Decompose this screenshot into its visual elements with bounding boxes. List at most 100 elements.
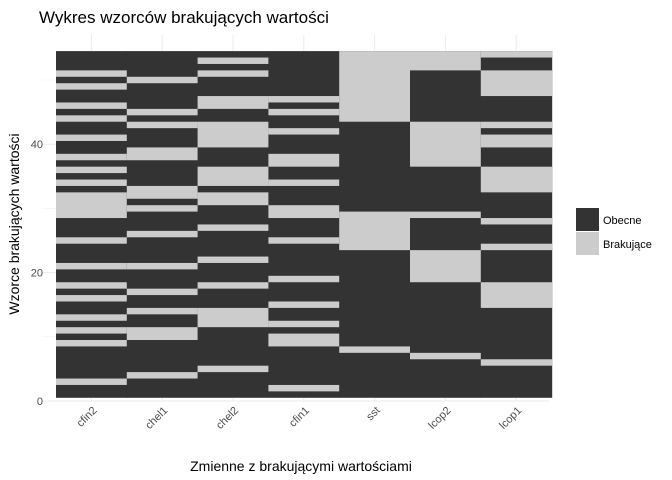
cell-missing xyxy=(197,96,269,109)
cell-missing xyxy=(268,384,340,392)
cell-missing xyxy=(480,51,553,58)
cell-missing xyxy=(480,134,553,148)
cell-missing xyxy=(410,250,482,283)
cell-missing xyxy=(126,205,199,212)
x-tick-label: lcop1 xyxy=(497,405,524,432)
x-tick-label: chel1 xyxy=(143,405,170,432)
cell-missing xyxy=(480,166,553,193)
column-sst xyxy=(339,51,411,398)
cell-missing xyxy=(126,372,199,379)
x-axis-title: Zmienne z brakującymi wartościami xyxy=(190,458,412,474)
cell-missing xyxy=(480,218,553,225)
cell-present xyxy=(126,51,199,398)
cell-missing xyxy=(126,262,199,270)
cell-missing xyxy=(480,70,553,97)
x-tick-label: cfin1 xyxy=(287,405,312,430)
cell-present xyxy=(410,51,482,398)
cell-missing xyxy=(56,340,128,347)
legend-key xyxy=(576,232,599,255)
x-tick-labels: cfin2 chel1 chel2 cfin1 sst lcop2 lcop1 xyxy=(75,405,525,432)
cell-missing xyxy=(56,262,128,270)
cell-missing xyxy=(56,282,128,289)
cell-missing xyxy=(480,282,553,308)
cell-missing xyxy=(197,282,269,289)
legend-label: Obecne xyxy=(603,215,642,227)
x-tick-label: sst xyxy=(364,405,382,423)
cell-missing xyxy=(410,121,482,167)
cell-missing xyxy=(268,237,340,244)
cell-missing xyxy=(126,147,199,161)
y-tick-label: 0 xyxy=(37,396,43,408)
cell-missing xyxy=(339,346,411,353)
cell-missing xyxy=(126,307,199,315)
cell-missing xyxy=(126,121,199,129)
legend-label: Brakujące xyxy=(603,239,652,251)
cell-missing xyxy=(56,70,128,77)
cell-missing xyxy=(480,243,553,251)
column-cfin2 xyxy=(56,51,128,398)
chart-title: Wykres wzorców brakujących wartości xyxy=(39,8,329,27)
cell-missing xyxy=(126,76,199,84)
cell-missing xyxy=(480,359,553,366)
cell-missing xyxy=(56,237,128,244)
cell-missing xyxy=(56,295,128,302)
cell-missing xyxy=(197,365,269,373)
cell-missing xyxy=(268,333,340,347)
y-axis-title: Wzorce brakujących wartości xyxy=(6,133,22,314)
cell-missing xyxy=(197,166,269,186)
cell-missing xyxy=(56,192,128,219)
cell-missing xyxy=(268,153,340,167)
y-tick-label: 40 xyxy=(31,139,43,151)
cell-missing xyxy=(56,153,128,161)
cell-missing xyxy=(410,211,482,219)
cell-missing xyxy=(197,256,269,263)
x-tick-label: chel2 xyxy=(214,405,241,432)
column-lcop1 xyxy=(480,51,553,398)
legend-key xyxy=(576,208,599,231)
y-tick-label: 20 xyxy=(31,268,43,280)
cell-missing xyxy=(126,230,199,238)
y-tick-labels: 0 20 40 xyxy=(31,139,43,408)
column-chel2 xyxy=(197,51,269,398)
column-chel1 xyxy=(126,51,199,398)
cell-missing xyxy=(197,192,269,206)
cell-missing xyxy=(56,83,128,90)
x-tick-label: lcop2 xyxy=(426,405,453,432)
cell-missing xyxy=(56,102,128,109)
cell-missing xyxy=(56,314,128,321)
legend: Obecne Brakujące xyxy=(576,208,652,255)
cell-missing xyxy=(410,51,482,71)
column-lcop2 xyxy=(410,51,482,398)
cell-missing xyxy=(480,121,553,129)
x-tick-label: cfin2 xyxy=(75,405,100,430)
cell-missing xyxy=(56,179,128,186)
cell-missing xyxy=(197,70,269,77)
cell-missing xyxy=(197,224,269,231)
cell-missing xyxy=(268,205,340,219)
cell-missing xyxy=(410,352,482,360)
cell-missing xyxy=(56,327,128,334)
cell-missing xyxy=(197,307,269,328)
cell-missing xyxy=(268,320,340,328)
cell-missing xyxy=(197,57,269,64)
cell-missing xyxy=(56,166,128,174)
cell-missing xyxy=(268,275,340,283)
cell-missing xyxy=(126,288,199,296)
cell-missing xyxy=(126,185,199,199)
cell-missing xyxy=(339,211,411,251)
cell-missing xyxy=(339,51,411,122)
cell-missing xyxy=(56,115,128,122)
cell-missing xyxy=(197,121,269,148)
cell-missing xyxy=(126,108,199,116)
cell-missing xyxy=(268,301,340,308)
cell-missing xyxy=(268,179,340,186)
column-cfin1 xyxy=(268,51,340,398)
cell-missing xyxy=(56,134,128,141)
cell-missing xyxy=(268,108,340,116)
cell-missing xyxy=(56,378,128,385)
cell-missing xyxy=(268,96,340,103)
cell-missing xyxy=(268,128,340,135)
cell-missing xyxy=(126,327,199,341)
heatmap-cells xyxy=(56,51,553,398)
